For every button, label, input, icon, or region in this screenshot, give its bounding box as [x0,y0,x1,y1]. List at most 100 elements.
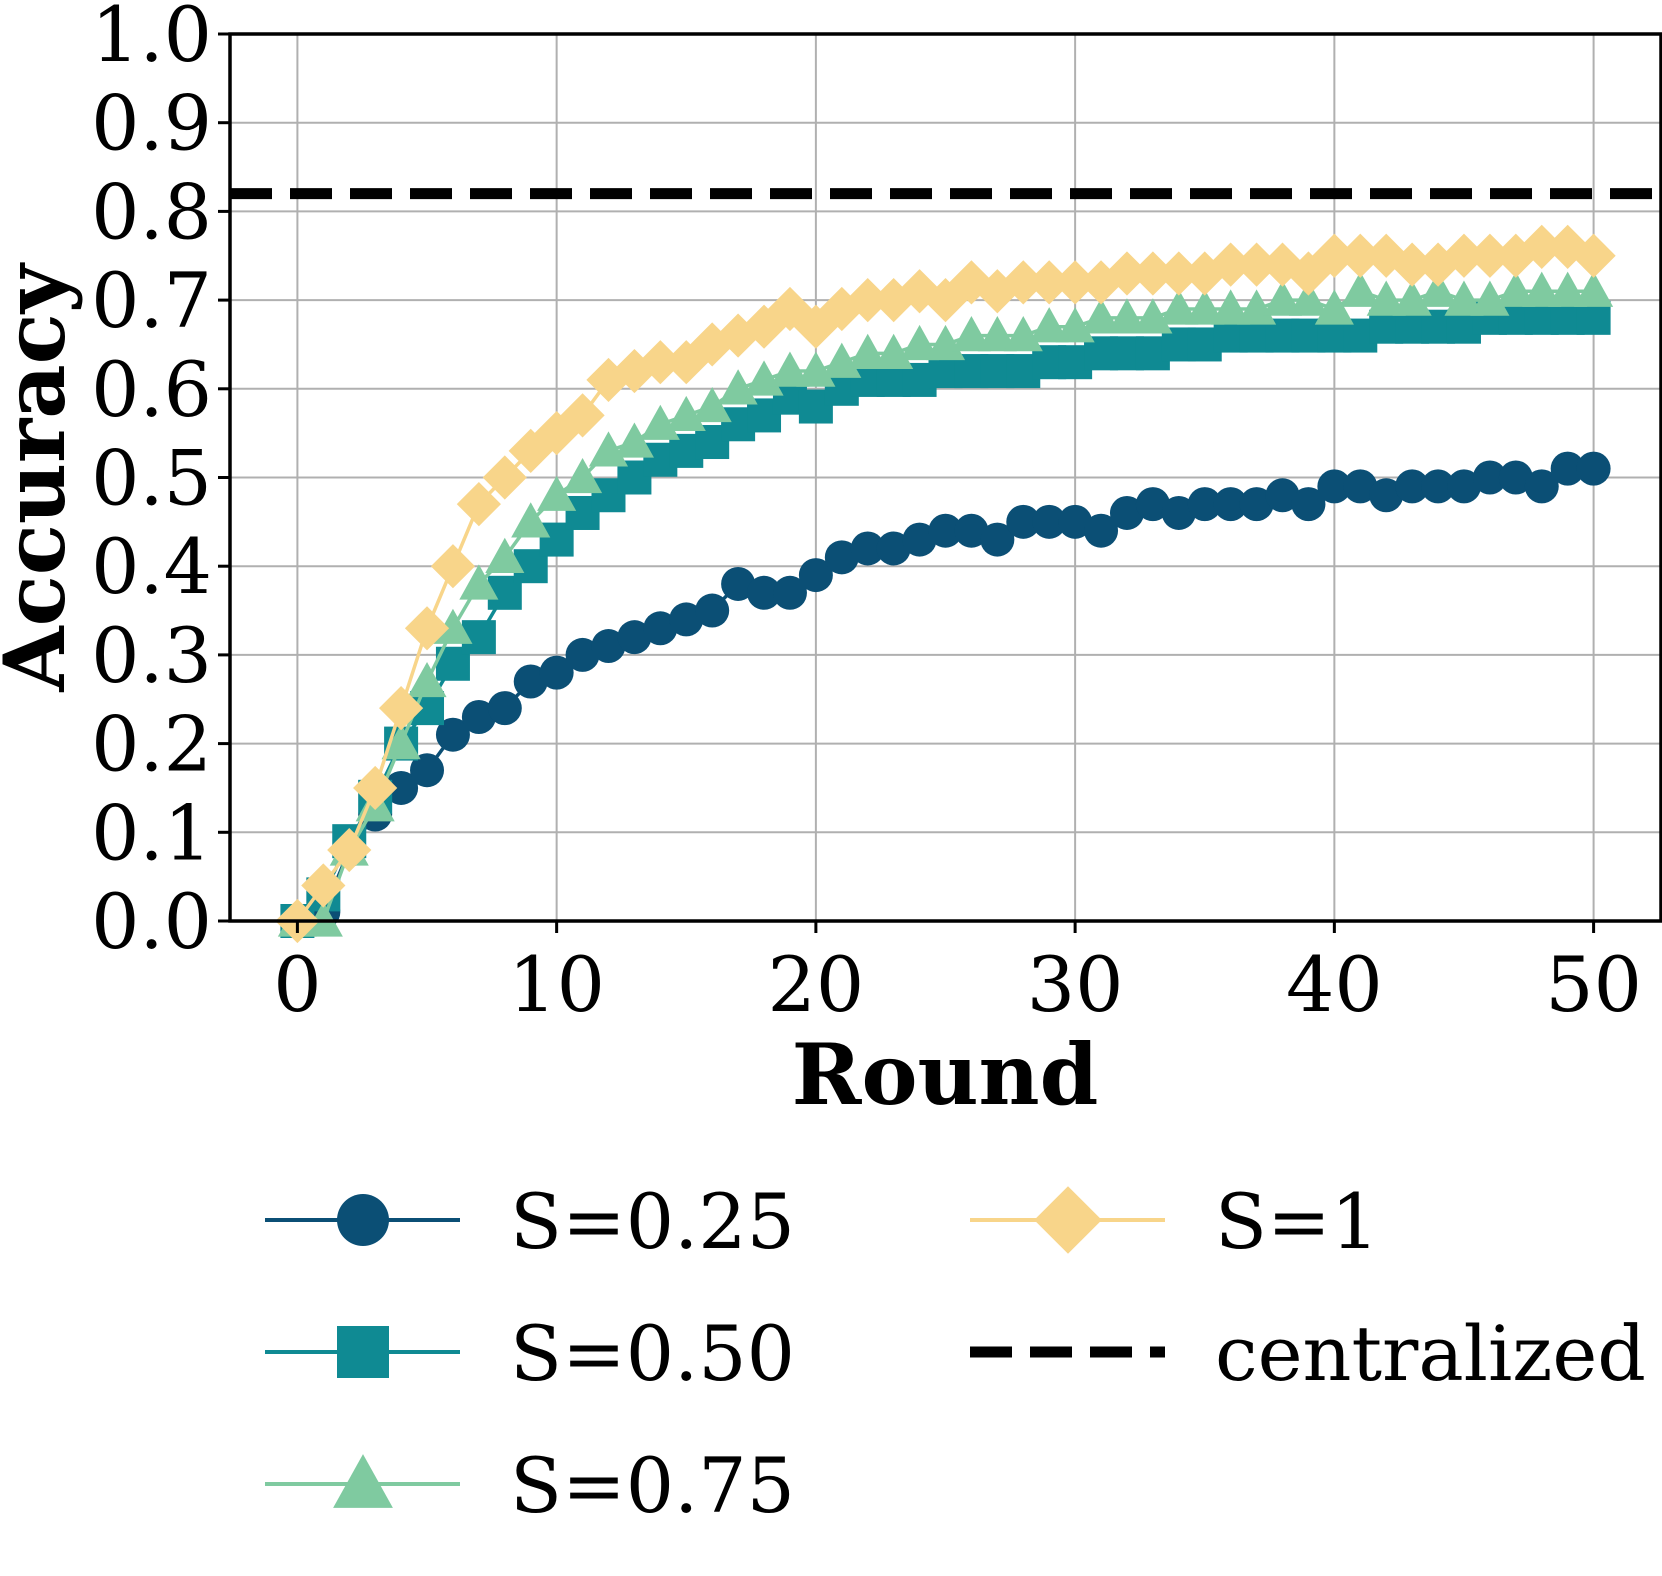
y-tick-label: 0.6 [91,345,212,434]
data-point [1109,495,1144,530]
data-point [1084,513,1119,548]
data-point [1498,460,1533,495]
data-point [482,455,527,500]
data-point [949,260,994,305]
data-point [459,564,499,600]
data-point [1395,469,1430,504]
data-point [1338,233,1383,278]
data-point [1237,289,1277,325]
data-point [1133,298,1173,334]
data-point [1265,478,1300,513]
y-tick-label: 0.8 [91,167,212,256]
data-point [456,482,501,527]
legend-label: centralized [1215,1309,1646,1398]
data-point [1369,478,1404,513]
data-point [928,513,963,548]
data-point [327,827,372,873]
data-point [407,661,447,698]
data-point [822,342,862,378]
legend-label: S=0.50 [510,1309,795,1398]
data-point [404,606,450,651]
data-point [1156,251,1201,296]
data-point [1159,289,1199,325]
data-point [1234,242,1279,287]
data-point [617,620,652,655]
x-tick-label: 0 [273,940,321,1029]
data-point [508,428,553,473]
data-point [767,286,813,332]
data-point [511,502,551,538]
data-point [433,608,473,644]
data-point [824,540,859,575]
data-point [1208,242,1253,287]
data-point [461,699,496,734]
data-point [1029,307,1069,343]
data-point [1392,280,1432,316]
data-point [485,537,525,573]
data-point [1001,260,1046,305]
data-point [1571,233,1616,278]
data-point [1390,242,1435,287]
legend-label: S=0.25 [510,1177,795,1266]
data-point [798,558,833,593]
data-point [1078,260,1124,305]
data-point [1213,487,1248,522]
data-point [747,575,782,610]
data-point [513,664,548,699]
data-point [1185,289,1225,325]
data-point [638,340,683,385]
data-point [1444,280,1484,316]
data-point [378,686,424,731]
data-point [534,411,579,456]
data-point [487,691,522,726]
data-point [690,322,735,367]
series-2 [280,300,1611,938]
data-point [975,269,1020,314]
data-point [640,404,680,440]
data-point [848,333,888,369]
data-point [1446,469,1481,504]
data-point [1055,307,1095,343]
data-point [954,513,989,548]
legend: S=0.25 S=0.50 S=0.75 S=1 centralized [265,1177,1646,1530]
data-point [1421,469,1456,504]
data-point [1081,298,1121,334]
data-point [1239,487,1274,522]
data-point [539,655,574,690]
legend-label: S=0.75 [510,1441,795,1530]
data-point [1496,271,1536,307]
y-tick-label: 0.2 [91,700,212,789]
data-point [1519,224,1564,269]
data-point [1343,469,1378,504]
x-tick-label: 30 [1027,940,1124,1029]
data-point [951,316,991,352]
data-point [1058,504,1093,539]
y-tick-label: 0.3 [91,611,212,700]
y-tick-label: 0.7 [91,256,212,345]
data-point [871,278,916,323]
data-point [1032,504,1067,539]
y-axis-title: Accuracy [0,262,84,692]
legend-item: S=0.25 [265,1177,795,1266]
data-point [1574,271,1614,307]
legend-swatch-marker [333,1454,393,1508]
data-point [1130,251,1175,296]
legend-swatch-marker [1034,1186,1102,1254]
data-point [1524,469,1559,504]
data-point [1340,271,1380,307]
data-point [1550,451,1585,486]
x-tick-label: 50 [1545,940,1642,1029]
legend-item: S=0.75 [265,1441,795,1530]
data-point [1003,316,1043,352]
data-point [770,351,810,387]
data-point [1314,289,1354,325]
data-point [744,360,784,396]
data-point [1522,271,1562,307]
legend-item: centralized [970,1309,1646,1398]
x-axis-title: Round [792,1025,1099,1124]
data-point [793,304,838,349]
data-point [1467,233,1513,278]
legend-item: S=0.50 [265,1309,795,1398]
y-tick-label: 0.4 [91,522,212,611]
